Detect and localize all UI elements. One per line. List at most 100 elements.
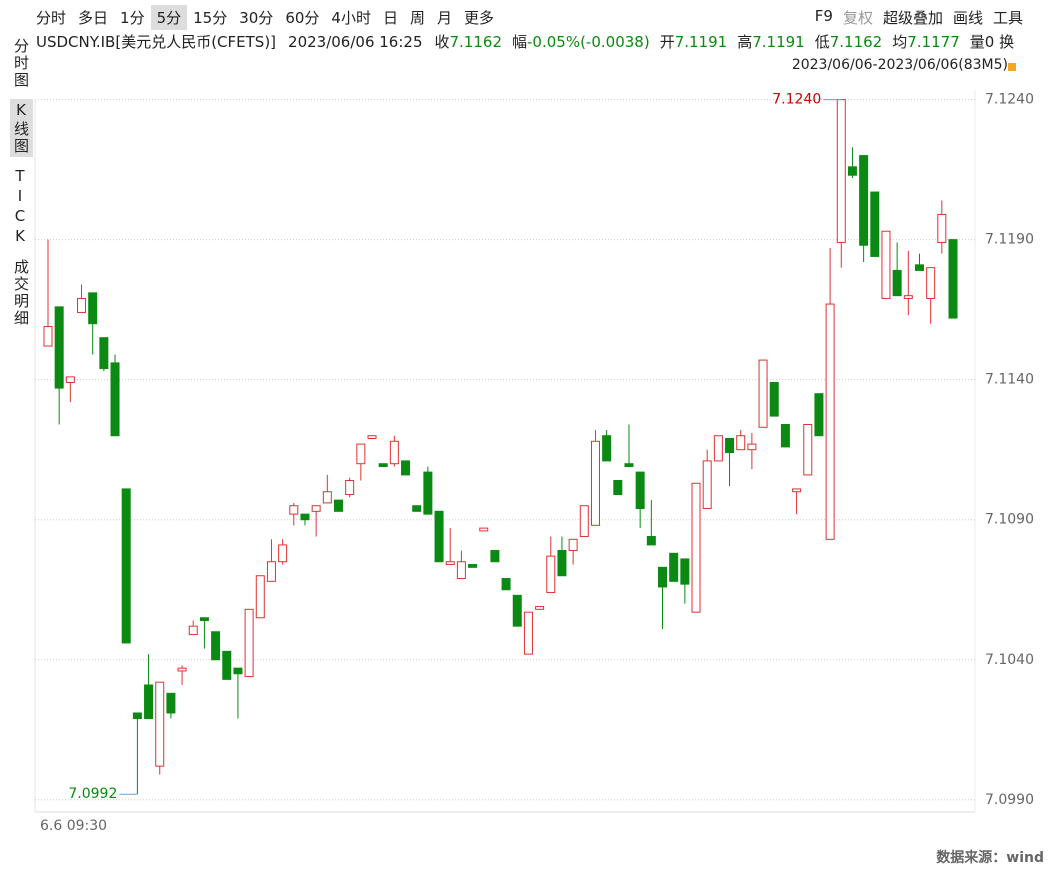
side-tab[interactable]: 分时图 xyxy=(12,38,30,89)
tool-button[interactable]: 工具 xyxy=(992,9,1023,27)
candle-body xyxy=(803,423,813,476)
candle-body xyxy=(389,440,399,465)
candle-body xyxy=(188,625,198,636)
candle-body xyxy=(870,191,880,257)
candle-body xyxy=(233,667,243,675)
period-button[interactable]: 月 xyxy=(436,9,452,27)
tool-toolbar: F9 复权 超级叠加 画线 工具 xyxy=(810,5,1028,30)
candle-body xyxy=(646,536,656,546)
y-tick-label: 7.0990 xyxy=(985,792,1034,808)
y-tick-label: 7.1240 xyxy=(985,92,1034,108)
period-button[interactable]: 15分 xyxy=(193,9,228,27)
period-button[interactable]: 5分 xyxy=(150,5,188,30)
candle-body xyxy=(658,566,668,588)
period-button[interactable]: 周 xyxy=(409,9,425,27)
candle-body xyxy=(211,631,221,661)
candle-body xyxy=(680,558,690,585)
tool-button[interactable]: F9 xyxy=(814,7,833,25)
tool-button[interactable]: 超级叠加 xyxy=(882,9,943,27)
side-tab[interactable]: TICK xyxy=(11,167,29,247)
field-value: 7.1162 xyxy=(449,33,503,51)
tool-button[interactable]: 画线 xyxy=(952,9,983,27)
field-label: 幅 xyxy=(512,33,528,51)
period-button[interactable]: 更多 xyxy=(464,9,495,27)
candle-body xyxy=(132,712,142,720)
field-label: 均 xyxy=(892,33,908,51)
candle-body xyxy=(378,463,388,468)
candle-body xyxy=(859,155,869,246)
y-tick-label: 7.1190 xyxy=(985,232,1034,248)
candle-body xyxy=(624,463,634,468)
candle-body xyxy=(244,608,254,678)
candle-body xyxy=(434,510,444,563)
period-button[interactable]: 60分 xyxy=(285,9,320,27)
period-button[interactable]: 多日 xyxy=(78,9,109,27)
side-tab[interactable]: K线图 xyxy=(10,99,33,157)
candle-body xyxy=(512,594,522,627)
candle-body xyxy=(635,471,645,510)
annotation-label: 7.1240 xyxy=(772,92,821,108)
side-tab[interactable]: 成交明细 xyxy=(12,259,30,327)
candle-body xyxy=(903,295,913,299)
candle-body xyxy=(345,480,355,496)
y-tick-label: 7.1040 xyxy=(985,652,1034,668)
candle-body xyxy=(590,440,600,526)
candle-body xyxy=(847,166,857,176)
candle-body xyxy=(199,617,209,622)
candle-body xyxy=(725,437,735,454)
candle-body xyxy=(144,684,154,720)
period-button[interactable]: 4小时 xyxy=(331,9,371,27)
field-label: 高 xyxy=(737,33,753,51)
candle-body xyxy=(367,435,377,439)
tool-button[interactable]: 复权 xyxy=(842,9,873,27)
candle-body xyxy=(747,443,757,451)
field-label: 低 xyxy=(814,33,830,51)
candle-body xyxy=(914,264,924,271)
candle-body xyxy=(937,213,947,243)
candle-body xyxy=(356,443,366,465)
period-button[interactable]: 分时 xyxy=(36,9,67,27)
candle-body xyxy=(702,460,712,510)
candle-body xyxy=(490,550,500,563)
period-button[interactable]: 1分 xyxy=(120,9,145,27)
symbol: USDCNY.IB[美元兑人民币(CFETS)] xyxy=(36,33,277,51)
candle-body xyxy=(65,376,75,383)
candle-body xyxy=(836,99,846,243)
quote-line: USDCNY.IB[美元兑人民币(CFETS)] 2023/06/06 16:25… xyxy=(36,31,1014,52)
candle-body xyxy=(892,269,902,297)
candle-body xyxy=(99,337,109,369)
candle-body xyxy=(579,505,589,538)
period-button[interactable]: 日 xyxy=(382,9,398,27)
candle-body xyxy=(43,325,53,347)
field-value: 7.1177 xyxy=(907,33,960,51)
candle-body xyxy=(501,578,511,591)
field-label: 开 xyxy=(659,33,675,51)
candle-body xyxy=(557,550,567,577)
candle-body xyxy=(792,488,802,493)
candle-body xyxy=(523,611,533,655)
quote-fields: 收7.1162 幅-0.05%(-0.0038) 开7.1191 高7.1191 低7.… xyxy=(434,33,969,51)
candle-body xyxy=(456,561,466,580)
candle-body xyxy=(77,297,87,313)
candle-body xyxy=(780,423,790,448)
candle-body xyxy=(423,471,433,515)
period-button[interactable]: 30分 xyxy=(239,9,274,27)
candle-body xyxy=(177,667,187,672)
y-tick-label: 7.1140 xyxy=(985,372,1034,388)
candle-body xyxy=(602,435,612,462)
candle-body xyxy=(255,575,265,619)
date-range: 2023/06/06-2023/06/06(83M5) xyxy=(791,57,1008,73)
candle-body xyxy=(769,381,779,417)
candle-body xyxy=(669,552,679,582)
candle-body xyxy=(155,681,165,767)
y-tick-label: 7.1090 xyxy=(985,512,1034,528)
candle-body xyxy=(825,303,835,540)
candle-body xyxy=(311,505,321,512)
candle-body xyxy=(546,555,556,594)
candle-body xyxy=(758,359,768,428)
candle-body xyxy=(121,488,131,644)
candle-body xyxy=(736,435,746,451)
candle-body xyxy=(88,292,98,325)
